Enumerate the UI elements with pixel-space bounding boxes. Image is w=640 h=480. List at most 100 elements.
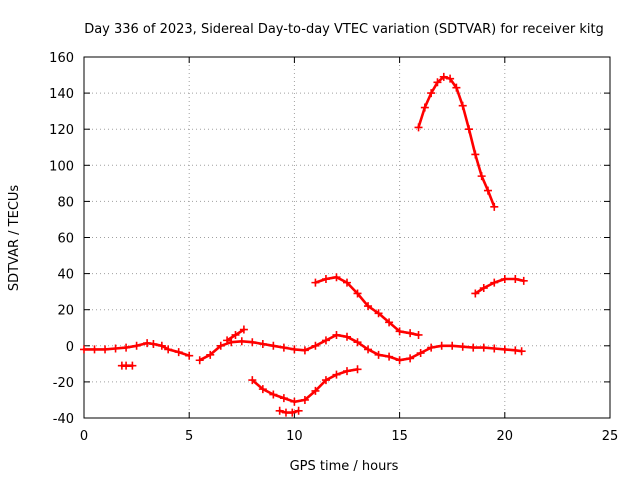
data-point: [490, 202, 499, 211]
data-point: [500, 345, 509, 354]
series-line: [417, 75, 496, 209]
data-point: [275, 406, 284, 415]
data-point: [248, 376, 257, 385]
x-tick-labels: 0 5 10 15 20 25: [80, 429, 618, 444]
data-point: [101, 345, 110, 354]
data-point: [321, 275, 330, 284]
x-tick-label: 20: [497, 429, 514, 444]
y-tick-label: 20: [57, 304, 74, 319]
data-point: [258, 385, 267, 394]
series-line: [474, 277, 525, 295]
data-point: [374, 309, 383, 318]
data-point: [519, 276, 528, 285]
data-point: [511, 346, 520, 355]
data-point: [385, 352, 394, 361]
data-point: [231, 330, 240, 339]
x-tick-label: 10: [286, 429, 303, 444]
data-point: [353, 365, 362, 374]
y-tick-labels: -40 -20 0 20 40 60 80 100 120 140 160: [49, 51, 74, 427]
series-high-peak-arc: [414, 72, 499, 211]
data-point: [174, 348, 183, 357]
data-point: [216, 341, 225, 350]
data-point: [149, 339, 158, 348]
data-point: [122, 343, 131, 352]
data-point: [279, 343, 288, 352]
data-point: [321, 336, 330, 345]
y-tick-label: 140: [49, 87, 74, 102]
series-late-arc: [471, 275, 528, 298]
data-point: [290, 397, 299, 406]
y-tick-label: 60: [57, 232, 74, 247]
series-dip-arc: [248, 365, 362, 406]
data-point: [364, 345, 373, 354]
x-tick-label: 5: [185, 429, 193, 444]
data-point: [223, 336, 232, 345]
data-point: [332, 273, 341, 282]
data-point: [420, 103, 429, 112]
y-axis-label: SDTVAR / TECUs: [7, 185, 22, 292]
data-point: [374, 350, 383, 359]
data-point: [448, 341, 457, 350]
data-point: [353, 338, 362, 347]
data-point: [477, 172, 486, 181]
y-tick-label: 160: [49, 51, 74, 66]
data-point: [80, 345, 88, 354]
data-point: [132, 341, 141, 350]
chart-title: Day 336 of 2023, Sidereal Day-to-day VTE…: [84, 22, 604, 37]
x-tick-label: 0: [80, 429, 88, 444]
grid: [84, 57, 610, 418]
series-baseline-1: [80, 339, 194, 360]
x-tick-label: 25: [602, 429, 619, 444]
data-point: [469, 343, 478, 352]
series-baseline-2: [195, 330, 526, 365]
data-point: [427, 89, 436, 98]
data-point: [406, 329, 415, 338]
data-point: [416, 349, 425, 358]
data-point: [517, 347, 526, 356]
data-point: [311, 341, 320, 350]
data-point: [311, 278, 320, 287]
y-tick-label: -40: [53, 412, 74, 427]
data-point: [471, 289, 480, 298]
data-point: [332, 330, 341, 339]
data-point: [269, 341, 278, 350]
data-point: [311, 386, 320, 395]
y-tick-label: 100: [49, 159, 74, 174]
data-point: [239, 325, 248, 334]
data-point: [343, 367, 351, 376]
x-tick-label: 15: [391, 429, 408, 444]
y-tick-label: -20: [53, 376, 74, 391]
data-point: [395, 327, 404, 336]
y-tick-label: 0: [66, 340, 74, 355]
data-point: [364, 302, 373, 311]
data-point: [269, 390, 278, 399]
series-arc-short-2h: [117, 361, 137, 370]
data-point: [511, 275, 520, 284]
data-point: [437, 341, 446, 350]
data-point: [143, 339, 152, 348]
data-point: [414, 330, 423, 339]
data-point: [248, 338, 257, 347]
data-point: [446, 74, 455, 83]
data-point: [500, 275, 509, 284]
y-tick-label: 80: [57, 195, 74, 210]
data-point: [227, 338, 236, 347]
data-point: [332, 370, 341, 379]
data-point: [427, 343, 436, 352]
data-point: [458, 342, 467, 351]
data-point: [439, 72, 448, 81]
data-point: [300, 346, 309, 355]
data-point: [452, 83, 461, 92]
data-point: [157, 341, 166, 350]
data-point: [406, 354, 415, 363]
series-dip-bottom: [275, 406, 303, 417]
data-point: [490, 344, 499, 353]
y-tick-label: 40: [57, 268, 74, 283]
data-point: [195, 356, 204, 365]
plot-frame: [83, 56, 611, 419]
data-point: [206, 350, 215, 359]
data-point: [414, 123, 423, 132]
data-point: [471, 150, 480, 159]
data-point: [465, 125, 474, 134]
